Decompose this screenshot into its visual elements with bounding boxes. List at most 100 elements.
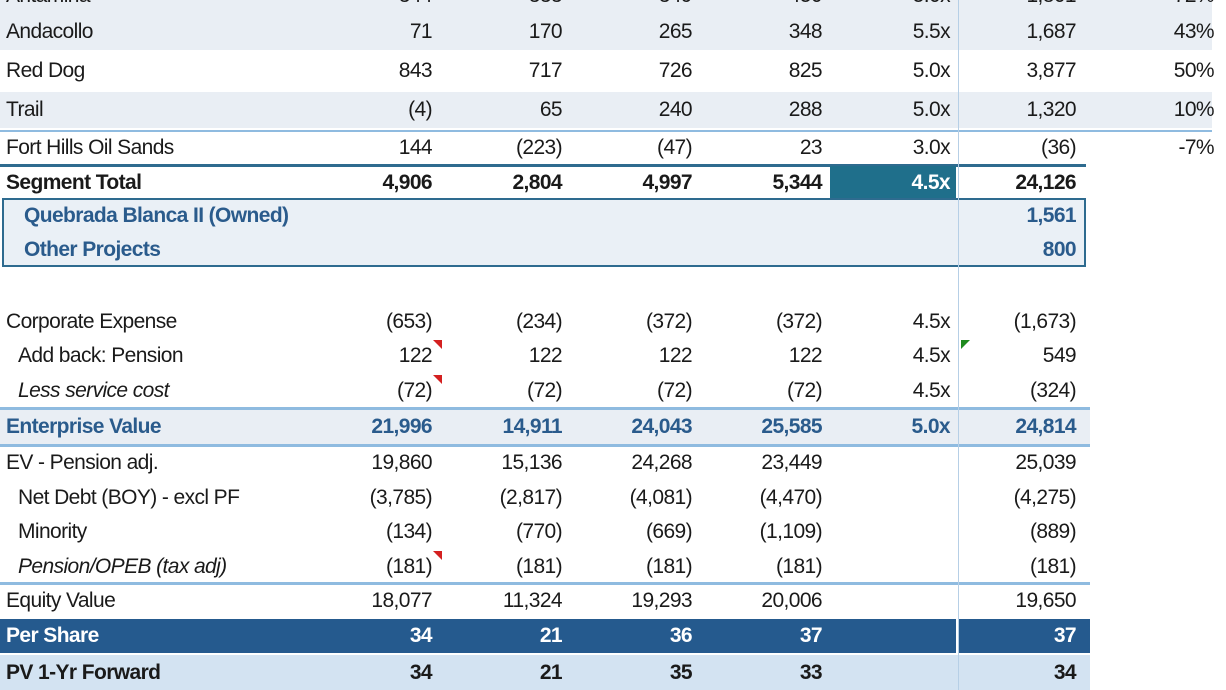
cell-c2: 717: [528, 59, 563, 82]
cell-c2: 65: [539, 98, 563, 121]
cell-value: 1,801: [970, 0, 1076, 14]
cell-multiple: 5.0x: [840, 0, 951, 14]
table-row-ev-pension-adj: EV - Pension adj. 19,860 15,136 24,268 2…: [0, 446, 1226, 479]
cell-value: 1,561: [1026, 204, 1076, 227]
row-label: Other Projects: [24, 238, 161, 261]
cell-pct: 43%: [1173, 20, 1215, 43]
table-row-red-dog: Red Dog 843 717 726 825 5.0x 3,877 50%: [0, 53, 1226, 89]
cell-c3: (72): [657, 379, 693, 402]
cell-c1: 34: [409, 624, 433, 647]
cell-c1: 18,077: [371, 589, 432, 612]
row-label: Red Dog: [6, 59, 85, 82]
cell-c1: 21,996: [371, 415, 432, 438]
cell-c2: 333: [460, 0, 563, 14]
cell-c1: (653): [385, 310, 433, 333]
table-row-andacollo: Andacollo 71 170 265 348 5.5x 1,687 43%: [0, 14, 1226, 50]
comment-flag-icon[interactable]: [433, 551, 442, 560]
row-label: Net Debt (BOY) - excl PF: [18, 486, 240, 509]
cell-c4: (372): [775, 310, 823, 333]
cell-c1: 34: [409, 660, 433, 684]
cell-value: 3,877: [1026, 59, 1076, 82]
cell-value: 24,814: [1015, 415, 1076, 438]
cell-c4: (181): [775, 555, 823, 578]
cell-multiple: 5.0x: [911, 415, 951, 438]
cell-c4: (1,109): [759, 520, 823, 543]
cell-c1: 144: [398, 136, 433, 159]
row-label: EV - Pension adj.: [6, 450, 159, 474]
table-row-pv-forward: PV 1-Yr Forward 34 21 35 33 34: [0, 655, 1226, 690]
cell-value: (324): [1029, 379, 1077, 402]
cell-c1: 843: [398, 59, 433, 82]
cell-c1: 122: [398, 344, 433, 367]
row-label: Equity Value: [6, 589, 116, 612]
row-label: Enterprise Value: [6, 415, 162, 438]
row-label: Segment Total: [6, 170, 142, 194]
comment-flag-icon[interactable]: [433, 375, 442, 384]
cell-c3: (181): [645, 555, 693, 578]
cell-multiple: 4.5x: [911, 170, 951, 194]
row-label: Andacollo: [6, 20, 93, 43]
cell-c2: 11,324: [502, 589, 563, 612]
table-row-net-debt: Net Debt (BOY) - excl PF (3,785) (2,817)…: [0, 480, 1226, 516]
cell-c3: 24,268: [631, 450, 692, 474]
row-label: PV 1-Yr Forward: [6, 660, 161, 684]
cell-c2: 21: [539, 624, 563, 647]
comment-flag-icon[interactable]: [433, 340, 442, 349]
cell-value: 1,320: [1026, 98, 1076, 121]
table-row-segment-total: Segment Total 4,906 2,804 4,997 5,344 4.…: [0, 166, 1226, 199]
cell-c3: 4,997: [642, 170, 692, 194]
cell-c2: (181): [515, 555, 563, 578]
row-label: Antamina: [6, 0, 91, 14]
cell-multiple: 4.5x: [912, 379, 951, 402]
cell-c4: 450: [720, 0, 823, 14]
cell-c3: 265: [658, 20, 693, 43]
cell-c2: (234): [515, 310, 563, 333]
projects-box: [2, 198, 1086, 267]
cell-c1: (4): [408, 98, 432, 121]
cell-c3: 122: [658, 344, 693, 367]
cell-multiple: 5.0x: [912, 59, 951, 82]
cell-value: 25,039: [1015, 450, 1076, 474]
row-divider: [0, 130, 1212, 132]
cell-c2: (2,817): [499, 486, 563, 509]
cell-value: 19,650: [1015, 589, 1076, 612]
cell-c1: 4,906: [382, 170, 432, 194]
cell-c4: 288: [788, 98, 823, 121]
row-label: Per Share: [6, 624, 99, 647]
row-label: Corporate Expense: [6, 310, 177, 333]
row-label: Trail: [6, 98, 44, 121]
cell-value: (889): [1029, 520, 1077, 543]
cell-value: 34: [1053, 660, 1077, 684]
cell-c3: (4,081): [629, 486, 693, 509]
table-row-enterprise-value: Enterprise Value 21,996 14,911 24,043 25…: [0, 410, 1226, 444]
cell-value: (1,673): [1013, 310, 1077, 333]
table-row-corporate-expense: Corporate Expense (653) (234) (372) (372…: [0, 304, 1226, 340]
cell-c2: 122: [528, 344, 563, 367]
table-row-less-service-cost: Less service cost (72) (72) (72) (72) 4.…: [0, 373, 1226, 409]
cell-c2: 170: [528, 20, 563, 43]
cell-c3: 726: [658, 59, 693, 82]
cell-value: (36): [1041, 136, 1077, 159]
cell-c1: (181): [385, 555, 433, 578]
cell-pct: 10%: [1173, 98, 1215, 121]
cell-c1: (134): [385, 520, 433, 543]
cell-c1: 19,860: [371, 450, 432, 474]
cell-c4: 25,585: [761, 415, 822, 438]
cell-c4: 23: [799, 136, 823, 159]
cell-c1: 344: [330, 0, 433, 14]
cell-c2: 2,804: [512, 170, 562, 194]
cell-c4: (4,470): [759, 486, 823, 509]
cell-c4: 348: [788, 20, 823, 43]
row-divider: [0, 407, 1090, 410]
cell-c4: 23,449: [761, 450, 822, 474]
cell-c3: 35: [669, 660, 693, 684]
row-label: Minority: [18, 520, 87, 543]
table-row-fort-hills: Fort Hills Oil Sands 144 (223) (47) 23 3…: [0, 130, 1226, 166]
cell-c4: 5,344: [772, 170, 822, 194]
error-flag-icon[interactable]: [961, 340, 970, 349]
cell-c3: 240: [658, 98, 693, 121]
table-row-minority: Minority (134) (770) (669) (1,109) (889): [0, 514, 1226, 550]
cell-c4: 122: [788, 344, 823, 367]
cell-c4: 33: [799, 660, 823, 684]
